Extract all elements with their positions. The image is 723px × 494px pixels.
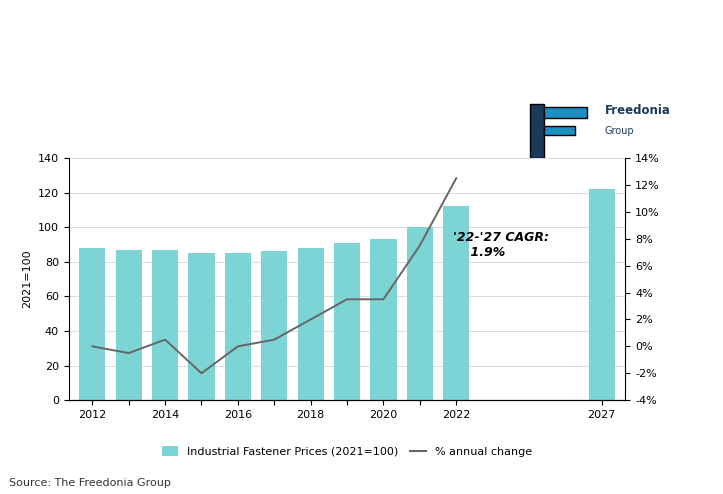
Bar: [334, 243, 360, 400]
Y-axis label: 2021=100: 2021=100: [22, 250, 33, 308]
Bar: [225, 253, 251, 400]
Text: Figure 3-4.
Global Industrial Fastener Pricing Deflator,
2012 – 2027
(2021=100): Figure 3-4. Global Industrial Fastener P…: [9, 7, 260, 74]
Bar: [589, 189, 615, 400]
Bar: [370, 240, 396, 400]
Bar: [189, 253, 215, 400]
Text: Group: Group: [604, 126, 634, 136]
Bar: [407, 227, 433, 400]
Legend: Industrial Fastener Prices (2021=100), % annual change: Industrial Fastener Prices (2021=100), %…: [158, 442, 536, 461]
Bar: [261, 251, 287, 400]
Bar: [152, 250, 178, 400]
FancyBboxPatch shape: [544, 126, 576, 135]
FancyBboxPatch shape: [544, 107, 587, 118]
Bar: [116, 250, 142, 400]
Bar: [80, 248, 106, 400]
Text: '22-'27 CAGR:
    1.9%: '22-'27 CAGR: 1.9%: [453, 231, 549, 259]
Bar: [298, 248, 324, 400]
FancyBboxPatch shape: [530, 104, 544, 158]
Text: Freedonia: Freedonia: [604, 104, 670, 117]
Text: Source: The Freedonia Group: Source: The Freedonia Group: [9, 478, 171, 488]
Bar: [443, 206, 469, 400]
